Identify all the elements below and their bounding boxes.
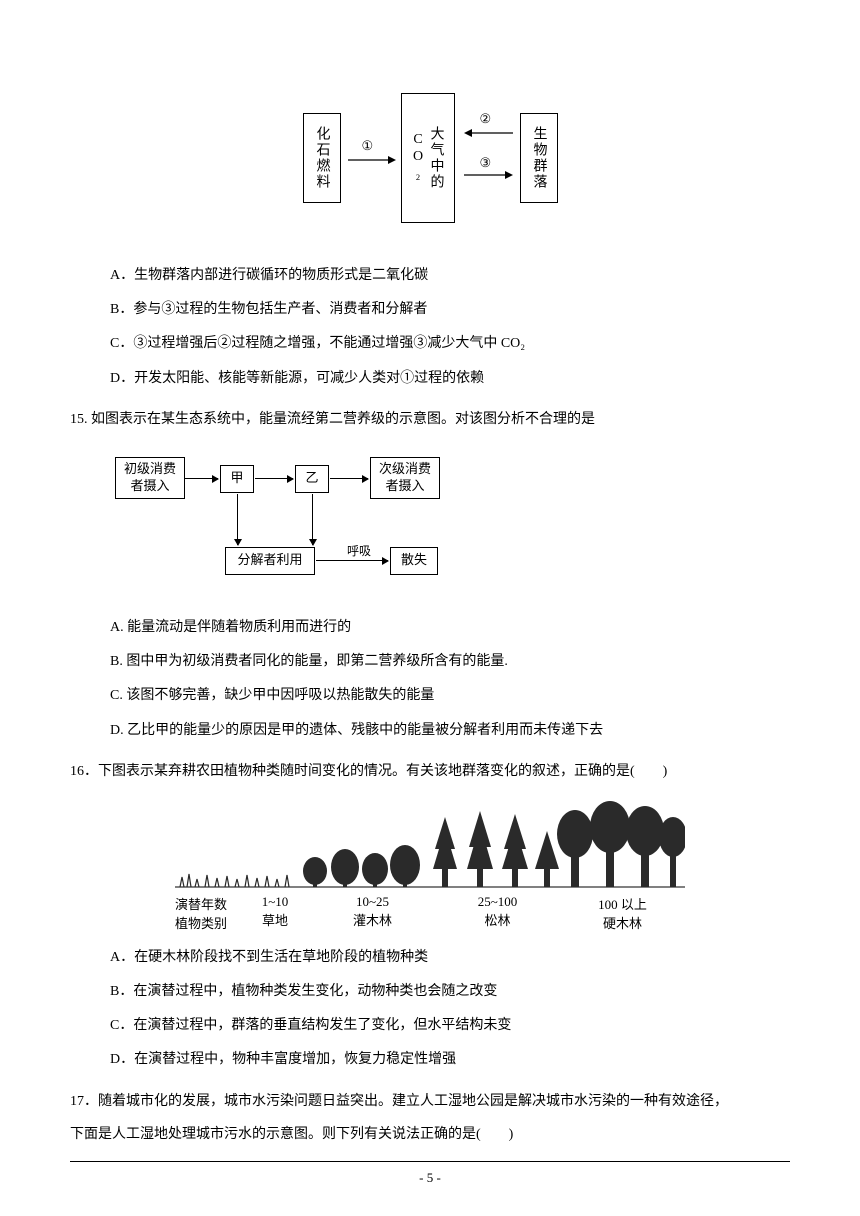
carbon-cycle-diagram: 化石燃料 ① 大气中的 CO₂ ② ③ 生物群落 [70, 80, 790, 235]
energy-flow-diagram: 初级消费 者摄入 甲 乙 次级消费 者摄入 分解者利用 散失 呼吸 [115, 447, 485, 597]
q14-option-a: A．生物群落内部进行碳循环的物质形式是二氧化碳 [110, 260, 790, 292]
succession-diagram [175, 799, 685, 889]
box-primary-consumer-intake: 初级消费 者摄入 [115, 457, 185, 499]
arr-2 [255, 478, 293, 479]
col0-type: 草地 [240, 910, 310, 929]
succession-labels: 演替年数 植物类别 1~10 草地 10~25 灌木林 25~100 松林 10… [175, 894, 685, 932]
q15-options: A. 能量流动是伴随着物质利用而进行的 B. 图中甲为初级消费者同化的能量，即第… [110, 612, 790, 747]
row2-label: 植物类别 [175, 913, 240, 932]
q16-stem: 16．下图表示某弃耕农田植物种类随时间变化的情况。有关该地群落变化的叙述，正确的… [70, 759, 790, 784]
col2-years: 25~100 [435, 894, 560, 910]
box-secondary-consumer-intake: 次级消费 者摄入 [370, 457, 440, 499]
q14-option-c: C．③过程增强后②过程随之增强，不能通过增强③减少大气中 CO₂ [110, 328, 790, 360]
q17-stem-line2: 下面是人工湿地处理城市污水的示意图。则下列有关说法正确的是( ) [70, 1122, 790, 1147]
succession-svg [175, 799, 685, 889]
box-dissipate: 散失 [390, 547, 438, 575]
q16-option-c: C．在演替过程中，群落的垂直结构发生了变化，但水平结构未变 [110, 1010, 790, 1042]
page-number: - 5 - [419, 1170, 441, 1185]
b4-text: 次级消费 者摄入 [379, 461, 431, 495]
q15-option-a: A. 能量流动是伴随着物质利用而进行的 [110, 612, 790, 644]
arr-1 [185, 478, 218, 479]
col1-type: 灌木林 [310, 910, 435, 929]
box-biocommunity: 生物群落 [520, 113, 558, 203]
q16-options: A．在硬木林阶段找不到生活在草地阶段的植物种类 B．在演替过程中，植物种类发生变… [110, 942, 790, 1077]
arrow-gap-2: ② ③ [460, 93, 515, 223]
b1-text: 初级消费 者摄入 [124, 461, 176, 495]
box-atmosphere-co2: 大气中的 CO₂ [401, 93, 455, 223]
arrow-gap-1: ① [346, 108, 396, 208]
box-fossil-fuel: 化石燃料 [303, 113, 341, 203]
q16-option-d: D．在演替过程中，物种丰富度增加，恢复力稳定性增强 [110, 1044, 790, 1076]
page-footer: - 5 - [0, 1161, 860, 1186]
box-jia: 甲 [220, 465, 254, 493]
box-yi: 乙 [295, 465, 329, 493]
arr-5 [312, 494, 313, 545]
q16-option-b: B．在演替过程中，植物种类发生变化，动物种类也会随之改变 [110, 976, 790, 1008]
diagram1-wrap: 化石燃料 ① 大气中的 CO₂ ② ③ 生物群落 [298, 93, 563, 223]
q15-stem: 15. 如图表示在某生态系统中，能量流经第二营养级的示意图。对该图分析不合理的是 [70, 407, 790, 432]
q17-stem-line1: 17．随着城市化的发展，城市水污染问题日益突出。建立人工湿地公园是解决城市水污染… [70, 1089, 790, 1114]
q15-option-c: C. 该图不够完善，缺少甲中因呼吸以热能散失的能量 [110, 680, 790, 712]
box-decomposer: 分解者利用 [225, 547, 315, 575]
q14-option-d: D．开发太阳能、核能等新能源，可减少人类对①过程的依赖 [110, 363, 790, 395]
q16-option-a: A．在硬木林阶段找不到生活在草地阶段的植物种类 [110, 942, 790, 974]
q14-options: A．生物群落内部进行碳循环的物质形式是二氧化碳 B．参与③过程的生物包括生产者、… [110, 260, 790, 395]
col3-years: 100 以上 [560, 894, 685, 913]
col0-years: 1~10 [240, 894, 310, 910]
col2-type: 松林 [435, 910, 560, 929]
arr-6 [316, 560, 388, 561]
col3-type: 硬木林 [560, 913, 685, 932]
label-huxi: 呼吸 [347, 542, 371, 559]
q15-option-d: D. 乙比甲的能量少的原因是甲的遗体、残骸中的能量被分解者利用而未传递下去 [110, 715, 790, 747]
arr-4 [237, 494, 238, 545]
footer-rule [70, 1161, 790, 1162]
q15-option-b: B. 图中甲为初级消费者同化的能量，即第二营养级所含有的能量. [110, 646, 790, 678]
q14-option-b: B．参与③过程的生物包括生产者、消费者和分解者 [110, 294, 790, 326]
row1-label: 演替年数 [175, 894, 240, 913]
col1-years: 10~25 [310, 894, 435, 910]
arr-3 [330, 478, 368, 479]
